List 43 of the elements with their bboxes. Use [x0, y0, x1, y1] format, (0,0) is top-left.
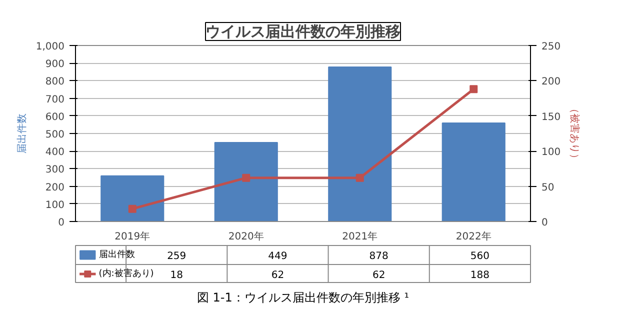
bar [214, 142, 278, 222]
legend-label: 届出件数 [98, 249, 135, 260]
data-label: 878 [369, 251, 388, 262]
bar [328, 66, 392, 222]
y2-tick-label: 250 [542, 42, 561, 52]
y2-axis-title: （被害あり） [568, 104, 581, 164]
data-label: 62 [372, 270, 386, 281]
x-tick-label: 2021年 [342, 230, 378, 242]
data-label: 188 [470, 270, 490, 281]
bar [442, 122, 506, 222]
data-label: 62 [271, 270, 284, 281]
y-tick-label: 100 [45, 200, 65, 211]
y2-tick-label: 0 [542, 218, 548, 228]
x-tick-label: 2022年 [456, 230, 492, 242]
y2-tick-label: 200 [542, 76, 561, 88]
y-axis-title: 届出件数 [16, 114, 28, 154]
y-tick-label: 800 [45, 76, 65, 88]
legend-label: (内:被害あり) [98, 268, 154, 279]
point [356, 174, 364, 182]
data-label: 18 [170, 270, 183, 281]
y2-tick-label: 150 [542, 112, 561, 123]
data-label: 560 [470, 251, 490, 262]
y-tick-label: 700 [45, 94, 65, 106]
point [470, 85, 478, 94]
caption: 図 1-1：ウイルス届出件数の年別推移 ¹ [196, 290, 410, 304]
chart-title: ウイルス届出件数の年別推移 [206, 22, 400, 40]
data-label: 259 [167, 251, 186, 262]
y2-tick-label: 50 [542, 182, 554, 194]
bar [100, 175, 164, 222]
point [242, 174, 250, 182]
point [128, 204, 136, 213]
y-tick-label: 500 [45, 130, 65, 140]
y-tick-label: 200 [45, 182, 65, 194]
y-tick-label: 300 [45, 164, 65, 176]
y-tick-label: 0 [58, 218, 65, 228]
y2-tick-label: 100 [542, 147, 561, 158]
y-tick-label: 900 [45, 59, 65, 70]
y-tick-label: 400 [45, 147, 65, 158]
y-tick-label: 1,000 [36, 42, 65, 52]
x-tick-label: 2019年 [114, 230, 150, 242]
y-tick-label: 600 [45, 112, 65, 123]
data-label: 449 [268, 251, 288, 262]
x-tick-label: 2020年 [228, 230, 264, 242]
